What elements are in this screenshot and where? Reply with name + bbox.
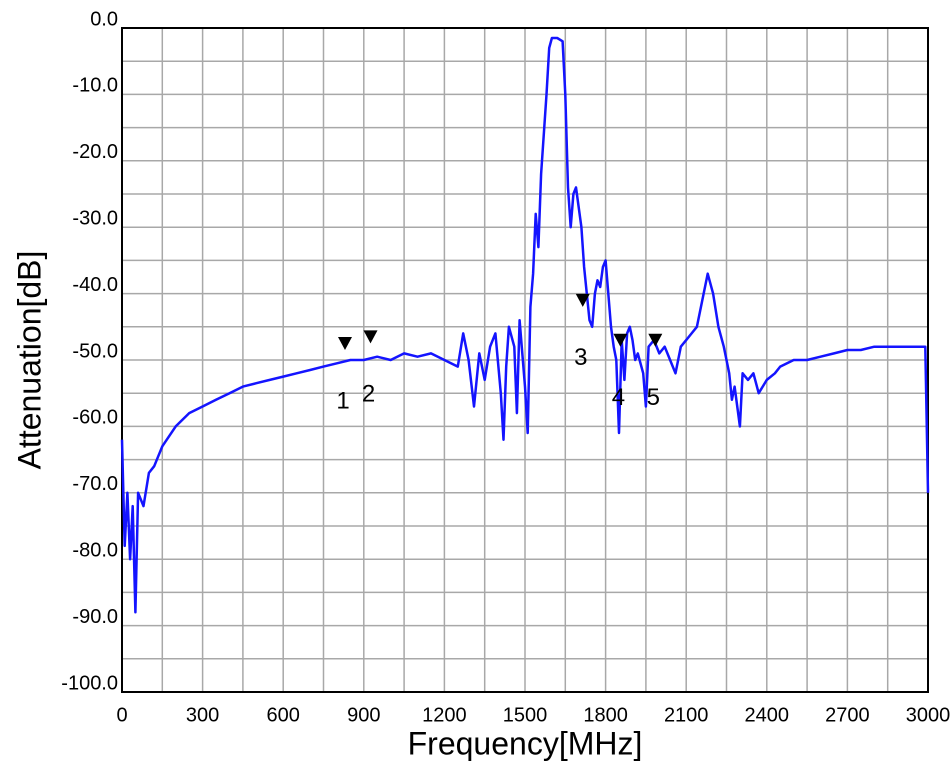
x-tick-label: 2700 bbox=[825, 704, 870, 726]
y-tick-label: -70.0 bbox=[72, 473, 118, 495]
x-tick-label: 3000 bbox=[906, 704, 951, 726]
x-tick-label: 1200 bbox=[422, 704, 467, 726]
y-tick-label: -100.0 bbox=[61, 672, 118, 694]
marker bbox=[613, 333, 628, 347]
x-tick-label: 1500 bbox=[503, 704, 548, 726]
y-tick-label: -30.0 bbox=[72, 207, 118, 229]
x-tick-label: 2100 bbox=[664, 704, 709, 726]
marker-label: 4 bbox=[612, 384, 625, 411]
x-tick-label: 2400 bbox=[745, 704, 790, 726]
marker-label: 3 bbox=[574, 344, 587, 371]
marker bbox=[337, 337, 352, 351]
y-axis-title: Attenuation[dB] bbox=[11, 251, 47, 470]
y-tick-label: -10.0 bbox=[72, 75, 118, 97]
x-tick-label: 300 bbox=[186, 704, 219, 726]
y-tick-label: -60.0 bbox=[72, 407, 118, 429]
y-tick-label: -50.0 bbox=[72, 340, 118, 362]
y-tick-label: -90.0 bbox=[72, 606, 118, 628]
x-axis-title: Frequency[MHz] bbox=[408, 725, 643, 761]
marker-label: 2 bbox=[362, 381, 375, 408]
marker-label: 1 bbox=[336, 387, 349, 414]
marker bbox=[648, 333, 663, 347]
marker-label: 5 bbox=[647, 384, 660, 411]
x-tick-label: 900 bbox=[347, 704, 380, 726]
plot-frame bbox=[121, 27, 929, 693]
marker bbox=[575, 293, 590, 307]
y-tick-label: -40.0 bbox=[72, 274, 118, 296]
y-tick-label: -80.0 bbox=[72, 539, 118, 561]
y-tick-label: -20.0 bbox=[72, 141, 118, 163]
x-tick-label: 0 bbox=[116, 704, 127, 726]
marker bbox=[363, 330, 378, 344]
x-tick-label: 600 bbox=[267, 704, 300, 726]
x-tick-label: 1800 bbox=[583, 704, 628, 726]
data-line bbox=[120, 36, 930, 614]
y-tick-label: 0.0 bbox=[90, 8, 118, 30]
